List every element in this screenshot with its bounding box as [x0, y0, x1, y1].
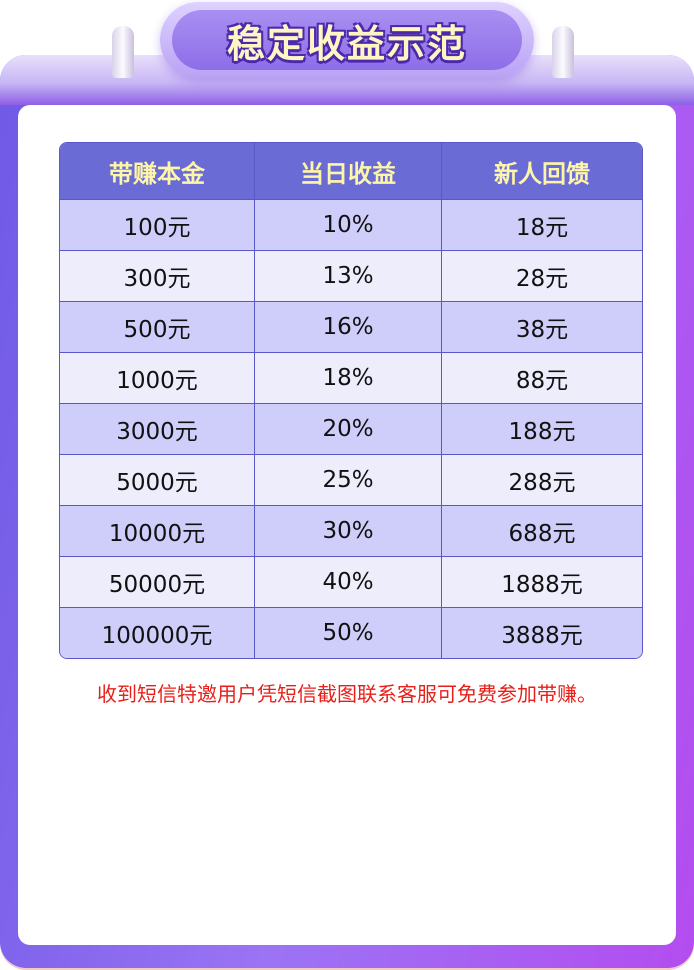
- table-row: 50000元 40% 1888元: [60, 557, 642, 608]
- table-cell: 13%: [255, 251, 442, 302]
- table-cell: 16%: [255, 302, 442, 353]
- column-header: 当日收益: [255, 143, 442, 200]
- table-cell: 688元: [442, 506, 642, 557]
- table-row: 10000元 30% 688元: [60, 506, 642, 557]
- table-row: 300元 13% 28元: [60, 251, 642, 302]
- table-row: 5000元 25% 288元: [60, 455, 642, 506]
- column-header: 带赚本金: [60, 143, 255, 200]
- table-cell: 18%: [255, 353, 442, 404]
- table-cell: 3000元: [60, 404, 255, 455]
- table-cell: 100元: [60, 200, 255, 251]
- table-row: 100000元 50% 3888元: [60, 608, 642, 658]
- table-cell: 288元: [442, 455, 642, 506]
- table-cell: 188元: [442, 404, 642, 455]
- left-pipe-decoration: [112, 26, 134, 78]
- table-cell: 28元: [442, 251, 642, 302]
- table-cell: 20%: [255, 404, 442, 455]
- table-cell: 1000元: [60, 353, 255, 404]
- table-cell: 10000元: [60, 506, 255, 557]
- table-cell: 18元: [442, 200, 642, 251]
- table-cell: 50%: [255, 608, 442, 658]
- table-cell: 10%: [255, 200, 442, 251]
- earnings-table: 带赚本金 当日收益 新人回馈 100元 10% 18元 300元 13% 28元 500元 1…: [59, 142, 643, 659]
- title-banner: 稳定收益示范: [160, 2, 534, 78]
- table-row: 3000元 20% 188元: [60, 404, 642, 455]
- table-cell: 30%: [255, 506, 442, 557]
- table-cell: 40%: [255, 557, 442, 608]
- table-row: 500元 16% 38元: [60, 302, 642, 353]
- right-pipe-decoration: [552, 26, 574, 78]
- table-cell: 1888元: [442, 557, 642, 608]
- page-title: 稳定收益示范: [226, 21, 467, 66]
- table-header-row: 带赚本金 当日收益 新人回馈: [60, 143, 642, 200]
- column-header: 新人回馈: [442, 143, 642, 200]
- table-cell: 3888元: [442, 608, 642, 658]
- notice-text: 收到短信特邀用户凭短信截图联系客服可免费参加带赚。: [97, 682, 597, 706]
- table-cell: 38元: [442, 302, 642, 353]
- table-cell: 25%: [255, 455, 442, 506]
- table-row: 1000元 18% 88元: [60, 353, 642, 404]
- table-cell: 300元: [60, 251, 255, 302]
- table-cell: 50000元: [60, 557, 255, 608]
- table-cell: 88元: [442, 353, 642, 404]
- table-cell: 5000元: [60, 455, 255, 506]
- table-cell: 500元: [60, 302, 255, 353]
- table-row: 100元 10% 18元: [60, 200, 642, 251]
- table-cell: 100000元: [60, 608, 255, 658]
